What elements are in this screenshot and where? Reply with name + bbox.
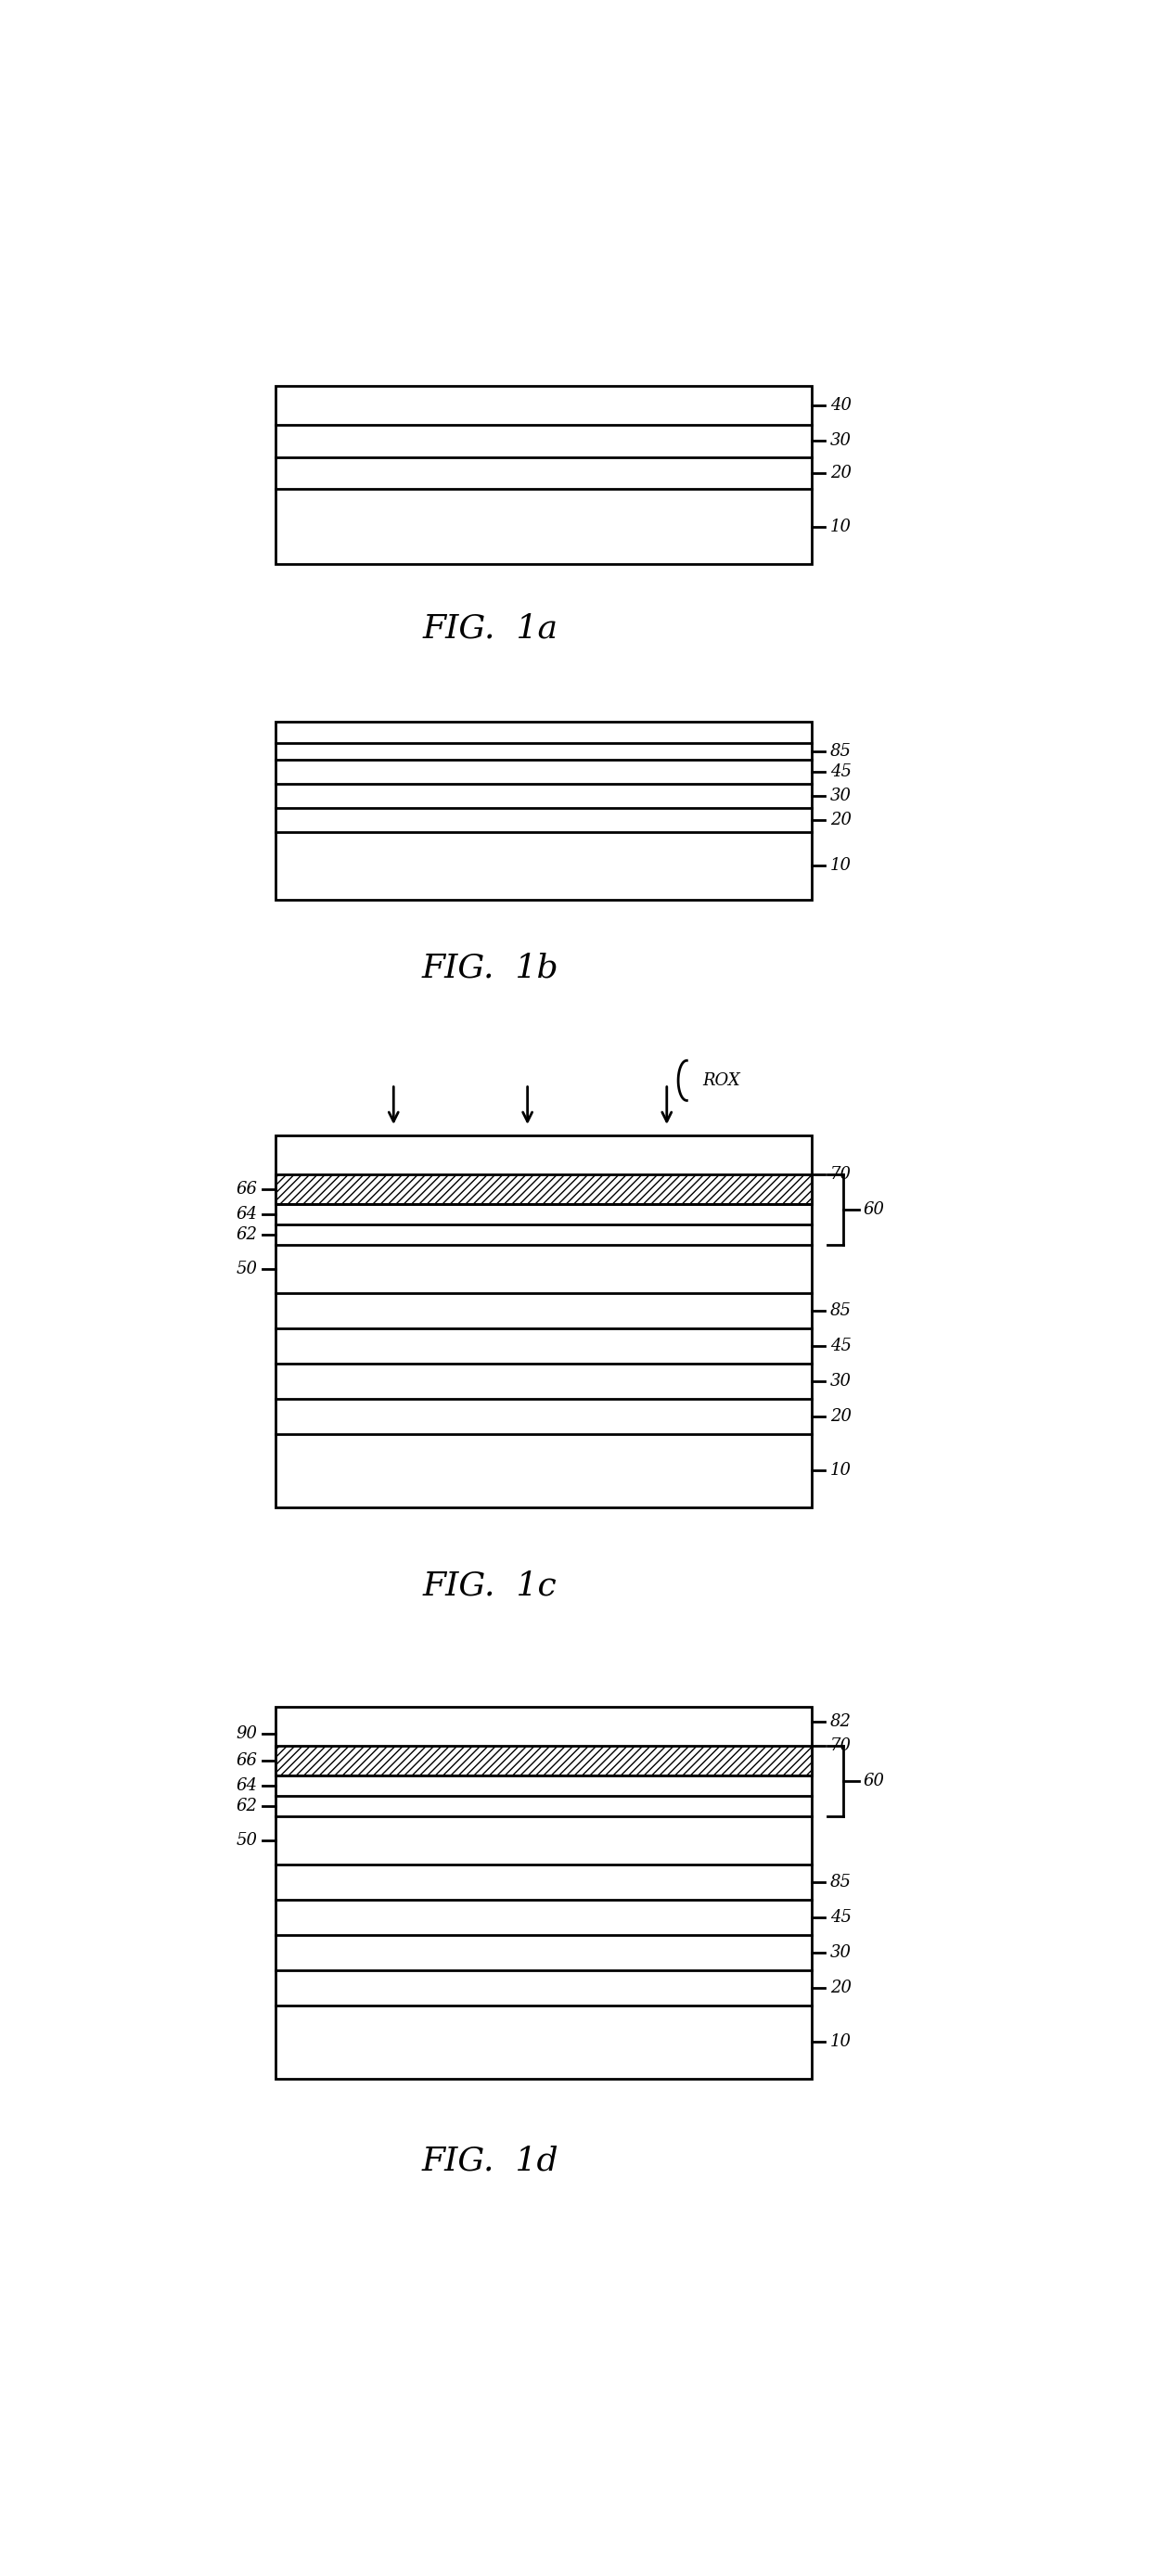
- Text: 50: 50: [235, 1260, 257, 1278]
- Text: 62: 62: [235, 1226, 257, 1244]
- Text: 20: 20: [830, 1981, 852, 1996]
- Text: 45: 45: [830, 1337, 852, 1355]
- Text: 62: 62: [235, 1798, 257, 1814]
- Text: 10: 10: [830, 2035, 852, 2050]
- Text: 20: 20: [830, 1409, 852, 1425]
- Text: 85: 85: [830, 1303, 852, 1319]
- Text: 30: 30: [830, 1373, 852, 1391]
- Bar: [276, 1175, 811, 1203]
- Text: 66: 66: [235, 1752, 257, 1770]
- Text: 30: 30: [830, 1945, 852, 1960]
- Text: 30: 30: [830, 788, 852, 804]
- Text: 45: 45: [830, 1909, 852, 1927]
- Bar: [276, 721, 811, 899]
- Bar: [276, 1747, 811, 1775]
- Text: 10: 10: [830, 1463, 852, 1479]
- Text: 66: 66: [235, 1180, 257, 1198]
- Text: 30: 30: [830, 433, 852, 448]
- Bar: [276, 1708, 811, 2079]
- Text: 60: 60: [863, 1200, 885, 1218]
- Text: FIG.  1b: FIG. 1b: [421, 953, 559, 984]
- Text: 60: 60: [863, 1772, 885, 1790]
- Text: 64: 64: [235, 1206, 257, 1224]
- Text: ROX: ROX: [703, 1072, 741, 1090]
- Text: 10: 10: [830, 858, 852, 873]
- Text: 82: 82: [830, 1713, 852, 1731]
- Text: 20: 20: [830, 464, 852, 482]
- Bar: [276, 386, 811, 564]
- Text: FIG.  1c: FIG. 1c: [422, 1569, 557, 1602]
- Text: 40: 40: [830, 397, 852, 415]
- Text: 10: 10: [830, 518, 852, 536]
- Text: 20: 20: [830, 811, 852, 829]
- Text: 85: 85: [830, 742, 852, 760]
- Text: FIG.  1a: FIG. 1a: [422, 613, 557, 644]
- Text: 70: 70: [830, 1739, 852, 1754]
- Text: FIG.  1d: FIG. 1d: [421, 2146, 559, 2177]
- Text: 64: 64: [235, 1777, 257, 1795]
- Text: 45: 45: [830, 762, 852, 781]
- Text: 50: 50: [235, 1832, 257, 1850]
- Text: 90: 90: [235, 1726, 257, 1741]
- Text: 70: 70: [830, 1167, 852, 1182]
- Text: 85: 85: [830, 1875, 852, 1891]
- Bar: [276, 1136, 811, 1507]
